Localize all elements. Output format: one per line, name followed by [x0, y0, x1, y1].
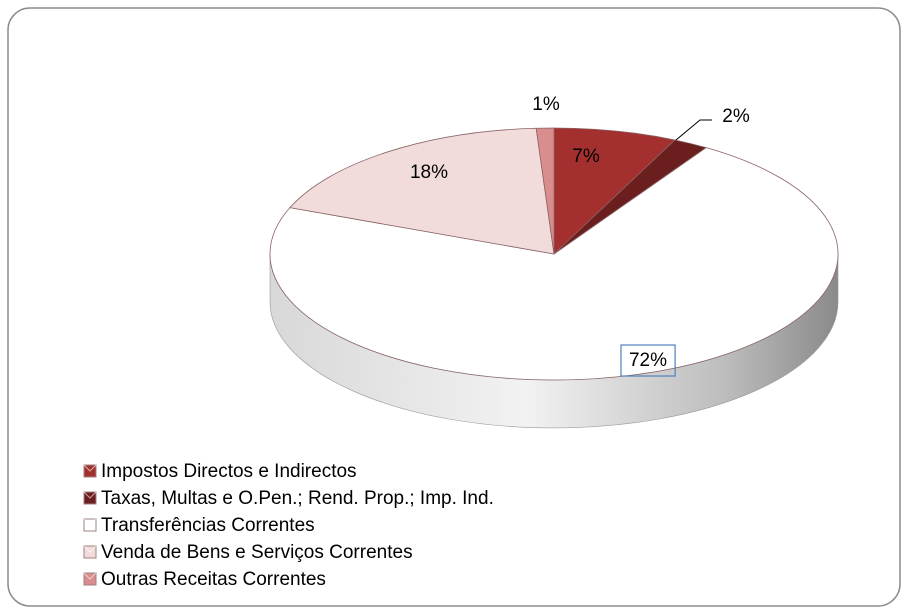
data-label: 18% — [410, 162, 448, 183]
legend-label: Impostos Directos e Indirectos — [101, 461, 357, 482]
pie-slice — [553, 127, 676, 255]
legend-swatch-shade — [83, 491, 97, 499]
legend-label: Taxas, Multas e O.Pen.; Rend. Prop.; Imp… — [101, 488, 494, 509]
legend-label: Transferências Correntes — [101, 515, 315, 536]
legend-swatch-shade — [83, 518, 97, 526]
legend-label: Outras Receitas Correntes — [101, 569, 326, 590]
data-label: 7% — [572, 146, 600, 167]
data-label: 72% — [629, 350, 667, 371]
legend-label: Venda de Bens e Serviços Correntes — [101, 542, 413, 563]
data-label: 2% — [722, 106, 750, 127]
pie-slice — [269, 147, 839, 381]
data-label-box — [620, 344, 676, 377]
legend-swatch-shade — [83, 464, 97, 472]
legend-swatch-shade — [83, 572, 97, 580]
legend-swatch-shade — [83, 545, 97, 553]
data-label: 1% — [532, 94, 560, 115]
pie-slice — [535, 127, 555, 255]
leader-line — [675, 119, 712, 141]
pie-slice — [289, 127, 555, 255]
